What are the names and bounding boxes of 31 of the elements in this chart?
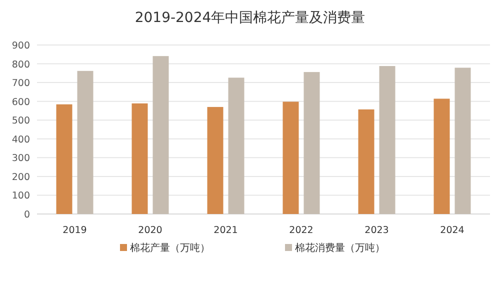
y-tick-label: 200 xyxy=(12,172,30,183)
bar xyxy=(434,98,450,214)
legend-label: 棉花消费量（万吨） xyxy=(295,242,385,254)
y-tick-label: 300 xyxy=(12,153,30,164)
y-tick-label: 900 xyxy=(12,40,30,52)
bar xyxy=(132,103,148,214)
y-tick-label: 700 xyxy=(12,78,30,90)
x-tick-label: 2022 xyxy=(289,225,314,236)
bar xyxy=(228,78,244,214)
legend-label: 棉花产量（万吨） xyxy=(130,242,210,254)
x-tick-label: 2024 xyxy=(440,225,464,236)
bar xyxy=(379,66,396,214)
bar xyxy=(152,56,169,214)
bar xyxy=(77,70,94,214)
bar xyxy=(358,109,374,214)
y-tick-label: 0 xyxy=(24,210,30,220)
x-tick-label: 2020 xyxy=(138,225,162,236)
y-tick-label: 800 xyxy=(12,59,30,70)
y-tick-label: 500 xyxy=(12,116,30,127)
bar xyxy=(207,106,224,214)
bar xyxy=(304,72,320,214)
y-tick-label: 600 xyxy=(12,96,30,108)
y-tick-label: 100 xyxy=(12,190,30,202)
y-tick-label: 400 xyxy=(12,134,30,146)
x-tick-label: 2019 xyxy=(62,225,87,236)
x-tick-label: 2023 xyxy=(364,225,389,236)
chart-title: 2019-2024年中国棉花产量及消费量 xyxy=(134,10,366,26)
x-tick-label: 2021 xyxy=(214,225,238,236)
bar xyxy=(282,102,299,214)
bar xyxy=(56,104,72,214)
bar xyxy=(454,68,471,214)
